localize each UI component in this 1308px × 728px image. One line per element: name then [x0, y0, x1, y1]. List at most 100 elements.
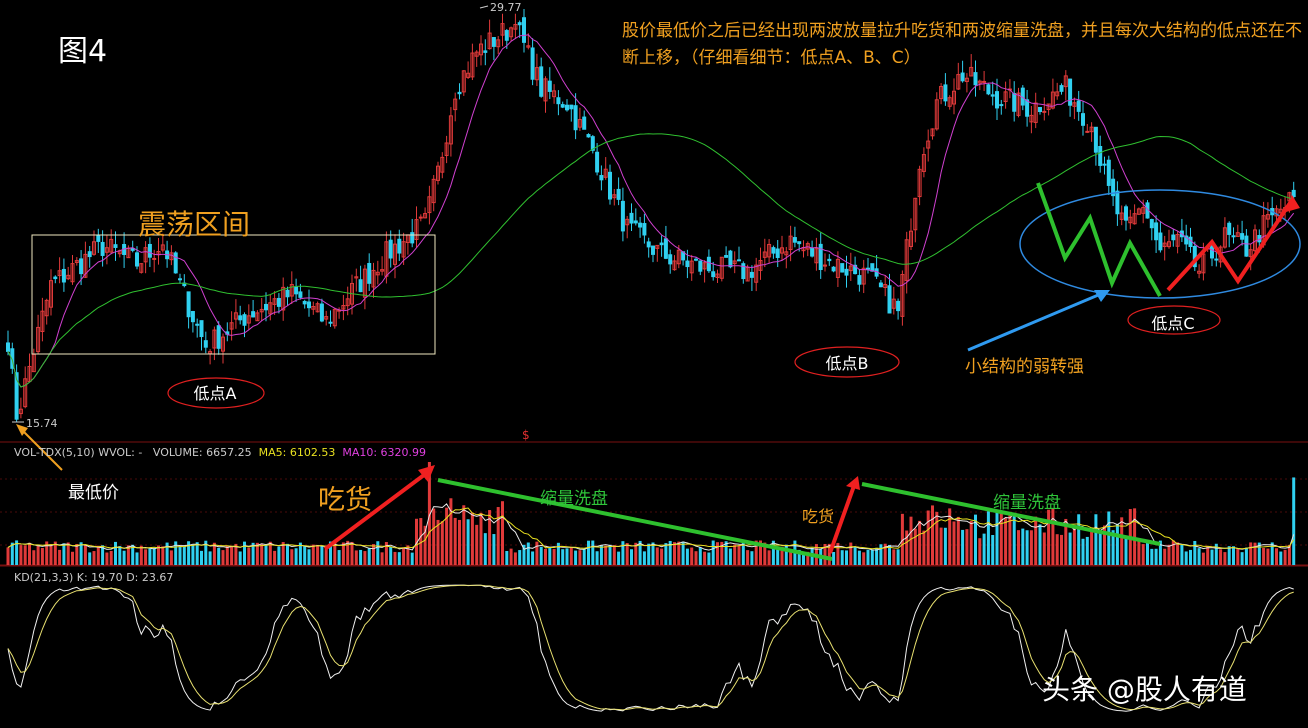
candle-body-251 — [1085, 130, 1090, 133]
volume-bar-12 — [58, 549, 62, 565]
candle-body-136 — [590, 136, 595, 151]
candle-body-225 — [973, 72, 978, 86]
volume-bar-69 — [303, 546, 307, 565]
candle-body-105 — [457, 91, 462, 95]
candle-body-10 — [49, 280, 53, 308]
volume-bar-10 — [49, 544, 53, 565]
candle-body-214 — [926, 140, 931, 149]
candle-body-146 — [633, 220, 638, 224]
volume-bar-176 — [763, 542, 767, 565]
volume-bar-148 — [642, 551, 646, 565]
candle-body-79 — [345, 298, 350, 307]
volume-bar-117 — [509, 548, 513, 565]
candle-body-227 — [982, 80, 987, 83]
candle-body-180 — [780, 247, 784, 254]
volume-bar-68 — [298, 542, 302, 565]
candle-body-220 — [952, 90, 956, 105]
candle-body-223 — [964, 77, 969, 83]
volume-bar-123 — [535, 541, 539, 565]
volume-bar-181 — [784, 544, 788, 565]
candle-body-234 — [1012, 93, 1017, 112]
volume-bar-233 — [1008, 513, 1012, 565]
candle-body-111 — [483, 50, 488, 53]
volume-bar-225 — [974, 514, 977, 565]
volume-bar-284 — [1227, 546, 1231, 565]
candle-body-193 — [835, 258, 840, 278]
buy-arrow-2 — [828, 482, 857, 554]
volume-bar-72 — [316, 544, 320, 565]
volume-bar-49 — [217, 547, 221, 565]
candle-body-173 — [749, 271, 754, 278]
candle-body-158 — [685, 260, 690, 268]
candle-body-12 — [57, 270, 62, 277]
candle-body-166 — [719, 256, 724, 279]
candle-body-207 — [896, 300, 901, 312]
volume-bar-34 — [152, 548, 156, 565]
volume-bar-40 — [178, 547, 182, 565]
wash-wave-2-label: 缩量洗盘 — [993, 493, 1061, 513]
volume-bar-29 — [131, 544, 135, 565]
volume-bar-239 — [1034, 516, 1038, 565]
volume-bar-296 — [1279, 551, 1283, 565]
candle-body-115 — [500, 23, 505, 36]
volume-bar-186 — [806, 551, 810, 565]
volume-bar-222 — [961, 529, 965, 565]
candle-body-133 — [577, 119, 582, 128]
volume-bar-5 — [28, 542, 31, 565]
candle-body-140 — [608, 171, 612, 200]
volume-bar-92 — [402, 547, 406, 565]
low-a-label: 低点A — [193, 384, 237, 403]
volume-bar-190 — [823, 543, 827, 565]
candle-body-20 — [92, 241, 96, 255]
volume-bar-144 — [625, 543, 629, 565]
volume-bar-157 — [681, 541, 685, 565]
volume-bar-223 — [965, 529, 969, 565]
volume-bar-23 — [105, 552, 109, 565]
volume-bar-118 — [513, 552, 517, 565]
volume-bar-21 — [96, 545, 100, 565]
volume-bar-56 — [247, 547, 251, 565]
volume-bar-243 — [1051, 508, 1055, 565]
range-box — [31, 234, 436, 355]
buy-arrow-1-head — [418, 465, 435, 482]
candle-body-248 — [1072, 102, 1077, 107]
volume-bar-53 — [234, 543, 238, 565]
candle-body-277 — [1197, 270, 1202, 274]
candle-body-17 — [79, 258, 84, 275]
candle-body-120 — [522, 17, 526, 43]
volume-bar-218 — [943, 527, 947, 565]
volume-bar-142 — [617, 551, 621, 565]
volume-bar-143 — [621, 541, 625, 565]
candle-body-75 — [328, 321, 333, 324]
candle-body-270 — [1167, 241, 1171, 248]
candle-body-19 — [87, 251, 92, 258]
ma-long-line — [7, 133, 1294, 388]
volume-bar-198 — [857, 550, 861, 565]
candle-body-143 — [620, 200, 625, 232]
volume-bar-226 — [978, 538, 982, 565]
candle-body-283 — [1222, 227, 1227, 248]
candle-body-87 — [380, 269, 385, 272]
weak-strong-arrow-head — [1094, 290, 1110, 302]
volume-header: VOL-TDX(5,10) WVOL: - VOLUME: 6657.25 MA… — [14, 446, 426, 459]
volume-bar-130 — [565, 548, 569, 565]
candle-body-261 — [1128, 216, 1133, 224]
volume-bar-2 — [15, 540, 19, 565]
volume-bar-291 — [1257, 542, 1261, 565]
volume-bar-9 — [45, 541, 49, 565]
candle-body-130 — [565, 104, 569, 111]
volume-bar-57 — [251, 542, 255, 565]
volume-bar-78 — [341, 542, 345, 565]
candle-body-116 — [504, 30, 509, 41]
candle-body-76 — [332, 308, 337, 327]
volume-bar-138 — [599, 545, 603, 565]
candle-body-231 — [999, 104, 1004, 107]
volume-bar-295 — [1275, 548, 1278, 565]
candle-body-103 — [448, 115, 453, 145]
volume-bar-61 — [268, 541, 272, 565]
volume-bar-121 — [526, 542, 530, 565]
volume-bar-114 — [496, 507, 500, 565]
volume-bar-165 — [716, 542, 719, 565]
candle-body-56 — [246, 315, 251, 324]
volume-value: VOLUME: 6657.25 — [152, 446, 252, 459]
